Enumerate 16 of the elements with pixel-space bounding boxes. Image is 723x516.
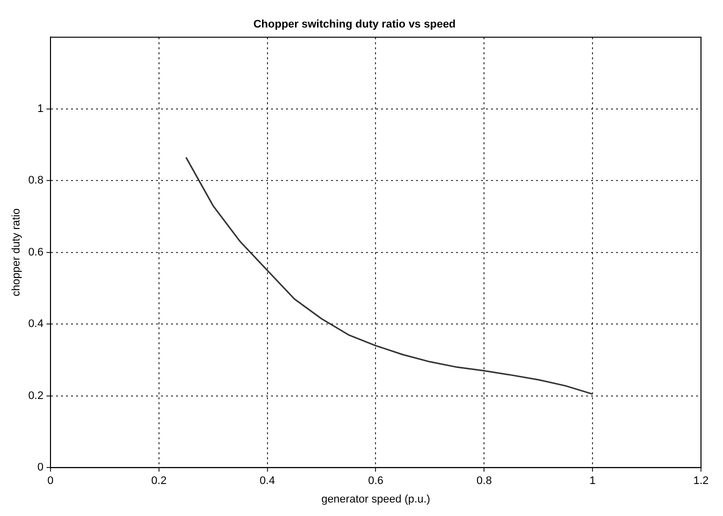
y-tick-label: 0.6 xyxy=(28,246,44,258)
x-tick-label: 1.2 xyxy=(693,475,709,488)
x-tick-label: 0.8 xyxy=(476,475,492,488)
y-tick-label: 0.4 xyxy=(28,318,44,330)
x-tick-label: 0.4 xyxy=(260,475,275,488)
y-tick-label: 0.2 xyxy=(28,390,44,402)
y-axis-title: chopper duty ratio xyxy=(10,208,23,296)
y-tick-label: 0 xyxy=(37,462,44,474)
y-tick-label: 0.8 xyxy=(28,174,44,187)
x-tick-label: 1 xyxy=(590,475,596,488)
x-tick-label: 0.6 xyxy=(368,475,384,488)
x-tick-label: 0.2 xyxy=(151,475,167,488)
chart-title: Chopper switching duty ratio vs speed xyxy=(253,18,456,31)
y-tick-label: 1 xyxy=(37,102,44,115)
x-tick-label: 0 xyxy=(47,475,54,488)
x-axis-title: generator speed (p.u.) xyxy=(321,493,430,506)
